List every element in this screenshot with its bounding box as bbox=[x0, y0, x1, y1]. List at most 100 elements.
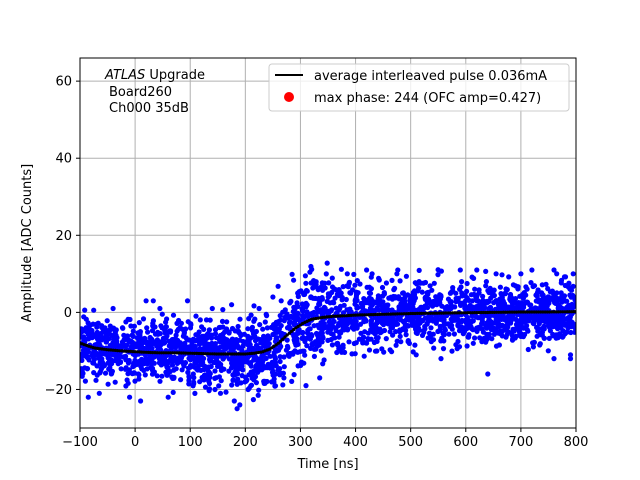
sample-point bbox=[278, 323, 284, 329]
sample-point bbox=[99, 359, 105, 365]
sample-point bbox=[271, 371, 277, 378]
sample-point bbox=[305, 327, 311, 333]
average-pulse-point bbox=[453, 311, 457, 315]
sample-point bbox=[247, 342, 253, 348]
sample-point bbox=[288, 298, 294, 304]
sample-point bbox=[252, 333, 258, 339]
average-pulse-point bbox=[424, 311, 428, 315]
sample-point bbox=[193, 313, 199, 319]
average-pulse-point bbox=[462, 311, 466, 315]
average-pulse-point bbox=[426, 311, 430, 315]
average-pulse-point bbox=[241, 352, 245, 356]
average-pulse-point bbox=[561, 310, 565, 314]
sample-point bbox=[96, 351, 102, 357]
sample-point bbox=[243, 378, 249, 384]
annotation-line-1: ATLAS Upgrade bbox=[104, 68, 205, 83]
sample-point bbox=[392, 319, 398, 325]
sample-point bbox=[87, 322, 93, 328]
sample-point bbox=[325, 294, 331, 300]
sample-outlier bbox=[209, 305, 215, 312]
average-pulse-point bbox=[208, 352, 212, 356]
sample-point bbox=[173, 366, 179, 372]
sample-point bbox=[89, 327, 95, 334]
sample-point bbox=[427, 283, 433, 289]
sample-point bbox=[560, 319, 567, 325]
sample-point bbox=[281, 318, 287, 324]
sample-point bbox=[197, 317, 203, 323]
sample-point bbox=[437, 292, 443, 298]
sample-point bbox=[446, 331, 452, 337]
sample-point bbox=[290, 308, 296, 315]
sample-point bbox=[333, 325, 339, 331]
average-pulse-point bbox=[398, 312, 402, 316]
sample-point bbox=[403, 332, 409, 338]
sample-point bbox=[402, 299, 408, 305]
sample-point bbox=[439, 303, 445, 309]
sample-point bbox=[475, 298, 481, 304]
sample-point bbox=[182, 360, 188, 366]
sample-point bbox=[531, 318, 537, 324]
sample-point bbox=[261, 378, 267, 384]
sample-point bbox=[381, 327, 388, 334]
sample-point bbox=[499, 312, 506, 318]
sample-outlier bbox=[85, 394, 91, 400]
sample-point bbox=[188, 322, 194, 328]
sample-point bbox=[235, 343, 241, 349]
sample-point bbox=[484, 313, 490, 319]
sample-point bbox=[169, 374, 175, 380]
sample-point bbox=[267, 353, 273, 359]
average-pulse-point bbox=[331, 314, 336, 318]
sample-outlier bbox=[344, 271, 350, 277]
sample-point bbox=[510, 336, 516, 342]
sample-point bbox=[559, 293, 565, 300]
sample-point bbox=[235, 323, 241, 330]
sample-point bbox=[506, 274, 512, 280]
sample-point bbox=[384, 314, 390, 321]
sample-point bbox=[229, 340, 235, 346]
sample-point bbox=[393, 329, 399, 335]
average-pulse-point bbox=[550, 310, 554, 314]
sample-point bbox=[219, 318, 226, 324]
sample-point bbox=[186, 355, 192, 361]
sample-point bbox=[375, 297, 381, 303]
sample-point bbox=[425, 291, 431, 297]
sample-point bbox=[514, 317, 520, 323]
average-pulse-point bbox=[274, 343, 278, 347]
sample-point bbox=[499, 328, 505, 334]
average-pulse-point bbox=[448, 311, 452, 315]
sample-point bbox=[188, 363, 194, 369]
sample-point bbox=[562, 282, 568, 289]
average-pulse-point bbox=[534, 310, 538, 314]
sample-point bbox=[523, 284, 529, 290]
sample-point bbox=[302, 352, 308, 358]
sample-point bbox=[473, 314, 479, 320]
sample-outlier bbox=[150, 298, 156, 304]
sample-outlier bbox=[413, 352, 419, 358]
sample-point bbox=[192, 390, 198, 396]
sample-point bbox=[389, 325, 396, 331]
sample-point bbox=[490, 288, 496, 294]
sample-outlier bbox=[518, 271, 524, 277]
sample-point bbox=[245, 336, 252, 342]
average-pulse-point bbox=[521, 310, 525, 314]
sample-point bbox=[412, 342, 418, 348]
y-tick-label: 40 bbox=[55, 152, 72, 167]
sample-point bbox=[141, 367, 147, 373]
sample-point bbox=[507, 304, 514, 310]
sample-point bbox=[336, 293, 342, 299]
sample-point bbox=[435, 328, 441, 335]
sample-point bbox=[260, 326, 266, 332]
sample-point bbox=[336, 334, 342, 340]
average-pulse-point bbox=[219, 352, 223, 356]
sample-outlier bbox=[364, 267, 370, 273]
sample-point bbox=[539, 325, 545, 332]
sample-point bbox=[224, 319, 230, 325]
sample-point bbox=[375, 335, 381, 341]
sample-point bbox=[203, 317, 210, 323]
sample-point bbox=[239, 373, 245, 379]
sample-point bbox=[476, 287, 482, 293]
sample-point bbox=[452, 304, 458, 310]
average-pulse-point bbox=[481, 310, 485, 315]
x-tick-label: 500 bbox=[398, 435, 423, 450]
sample-point bbox=[138, 346, 144, 352]
